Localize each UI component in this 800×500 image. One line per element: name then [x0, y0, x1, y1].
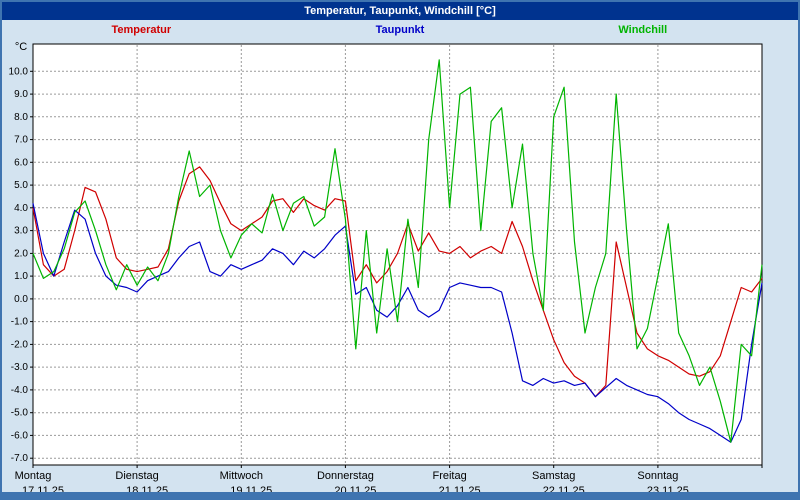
day-date-label: 21.11.25 — [439, 485, 481, 492]
day-name-label: Sonntag — [637, 470, 678, 482]
chart-legend: Temperatur Taupunkt Windchill — [2, 20, 798, 40]
day-date-label: 22.11.25 — [543, 485, 585, 492]
y-tick-label: 3.0 — [14, 226, 28, 237]
y-tick-label: -4.0 — [11, 385, 29, 396]
y-tick-label: 8.0 — [14, 112, 28, 123]
y-tick-label: 2.0 — [14, 248, 28, 259]
y-tick-label: -2.0 — [11, 339, 29, 350]
y-tick-label: 6.0 — [14, 157, 28, 168]
y-tick-label: -1.0 — [11, 317, 29, 328]
window-bottom-strip — [2, 492, 798, 498]
y-tick-label: 4.0 — [14, 203, 28, 214]
day-name-label: Samstag — [532, 470, 575, 482]
y-tick-label: 1.0 — [14, 271, 28, 282]
day-date-label: 23.11.25 — [647, 485, 689, 492]
y-tick-label: -3.0 — [11, 362, 29, 373]
day-name-label: Freitag — [432, 470, 466, 482]
legend-item-taupunkt: Taupunkt — [375, 24, 425, 36]
legend-item-temperatur: Temperatur — [111, 24, 172, 36]
chart-area: 10.0 9.0 8.0 7.0 6.0 5.0 4.0 3.0 2.0 1.0 0.0 -1.0 -2… — [2, 40, 798, 492]
y-tick-label: -5.0 — [11, 408, 29, 419]
y-tick-label: -7.0 — [11, 453, 29, 464]
day-name-label: Dienstag — [115, 470, 158, 482]
day-date-label: 17.11.25 — [22, 485, 64, 492]
day-date-label: 19.11.25 — [230, 485, 272, 492]
series-windchill-line — [32, 59, 763, 443]
day-name-label: Donnerstag — [317, 470, 374, 482]
series-temperatur-line — [32, 166, 763, 398]
legend-item-windchill: Windchill — [618, 24, 668, 36]
day-date-label: 18.11.25 — [126, 485, 168, 492]
y-tick-label: 10.0 — [9, 66, 29, 77]
y-tick-label: 0.0 — [14, 294, 28, 305]
day-date-label: 20.11.25 — [334, 485, 376, 492]
day-name-label: Mittwoch — [220, 470, 263, 482]
y-tick-label: 9.0 — [14, 89, 28, 100]
weather-line-chart: 10.0 9.0 8.0 7.0 6.0 5.0 4.0 3.0 2.0 1.0 0.0 -1.0 -2… — [9, 41, 763, 492]
window-title: Temperatur, Taupunkt, Windchill [°C] — [2, 2, 798, 20]
x-axis-labels: Montag 17.11.25 Dienstag 18.11.25 Mittwoch 19… — [15, 470, 689, 492]
y-tick-label: 5.0 — [14, 180, 28, 191]
y-axis-unit-label: °C — [15, 41, 27, 53]
x-ticks — [32, 465, 763, 468]
y-tick-label: -6.0 — [11, 430, 29, 441]
x-grid — [136, 45, 659, 464]
series-taupunkt-line — [32, 203, 763, 443]
day-name-label: Montag — [15, 470, 52, 482]
y-tick-label: 7.0 — [14, 135, 28, 146]
